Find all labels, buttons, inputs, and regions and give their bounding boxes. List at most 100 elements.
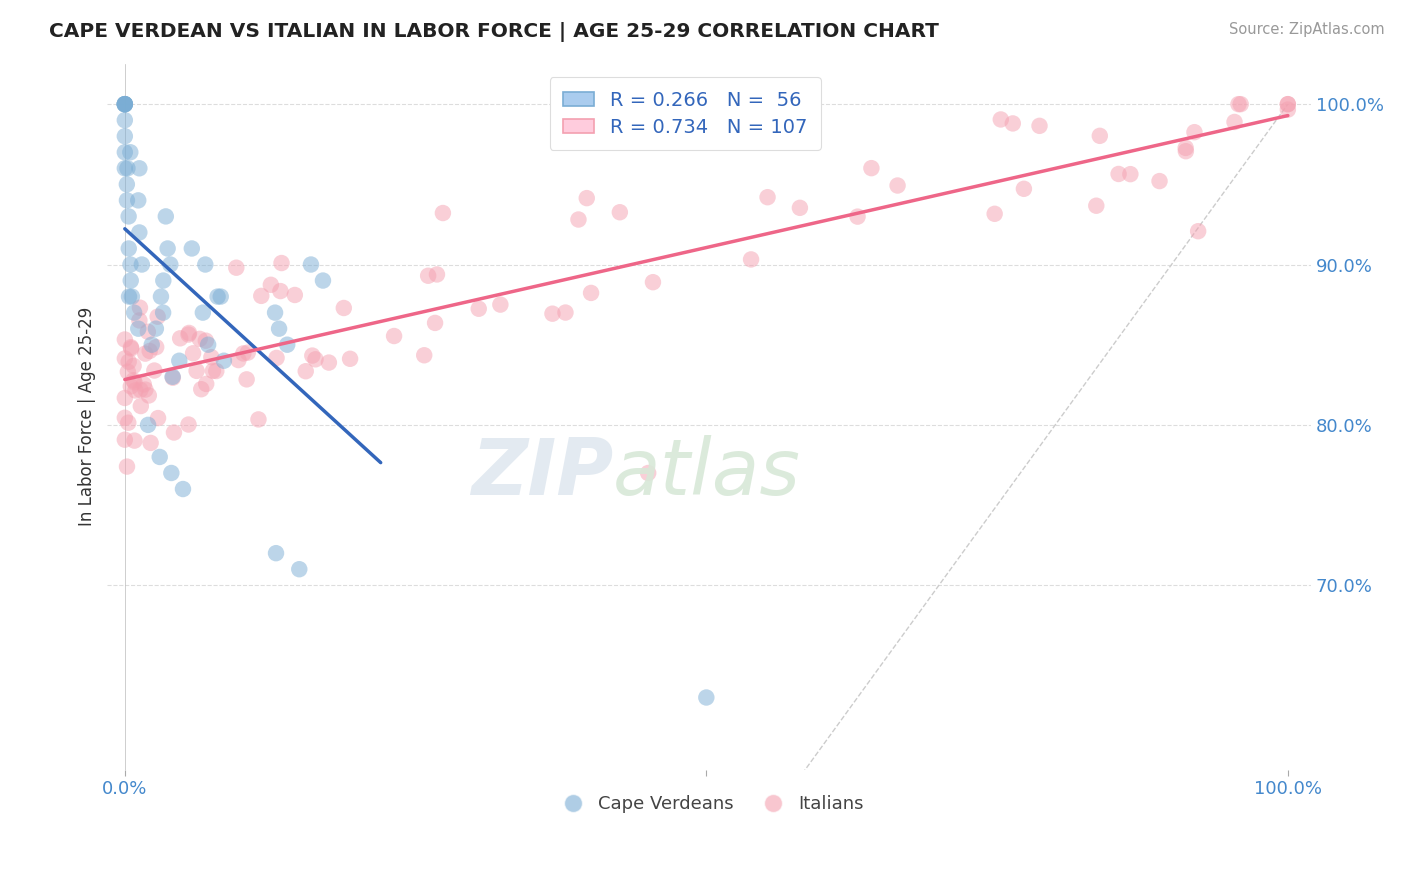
Italians bbox=[114, 410, 136, 425]
Italians bbox=[134, 346, 156, 360]
Italians bbox=[1227, 97, 1250, 112]
Italians bbox=[138, 388, 160, 402]
Italians bbox=[188, 332, 211, 346]
Italians bbox=[418, 268, 440, 283]
Cape Verdeans bbox=[695, 690, 717, 705]
Italians bbox=[114, 433, 136, 447]
Italians bbox=[120, 379, 142, 393]
Italians bbox=[333, 301, 356, 315]
Italians bbox=[146, 411, 169, 425]
Italians bbox=[1174, 145, 1197, 159]
Italians bbox=[122, 373, 145, 387]
Italians bbox=[163, 425, 186, 440]
Cape Verdeans bbox=[152, 274, 174, 288]
Italians bbox=[432, 206, 454, 220]
Cape Verdeans bbox=[114, 97, 136, 112]
Italians bbox=[1277, 97, 1299, 112]
Italians bbox=[740, 252, 762, 267]
Italians bbox=[186, 364, 208, 378]
Italians bbox=[1085, 199, 1108, 213]
Cape Verdeans bbox=[114, 97, 136, 112]
Italians bbox=[177, 326, 200, 340]
Cape Verdeans bbox=[117, 210, 139, 224]
Cape Verdeans bbox=[136, 417, 159, 432]
Italians bbox=[122, 359, 145, 373]
Cape Verdeans bbox=[312, 274, 335, 288]
Italians bbox=[260, 277, 283, 292]
Italians bbox=[554, 305, 576, 319]
Italians bbox=[1223, 115, 1246, 129]
Cape Verdeans bbox=[131, 258, 153, 272]
Text: ZIP: ZIP bbox=[471, 435, 613, 511]
Cape Verdeans bbox=[299, 258, 322, 272]
Italians bbox=[541, 307, 564, 321]
Italians bbox=[129, 383, 152, 397]
Cape Verdeans bbox=[155, 210, 177, 224]
Text: CAPE VERDEAN VS ITALIAN IN LABOR FORCE | AGE 25-29 CORRELATION CHART: CAPE VERDEAN VS ITALIAN IN LABOR FORCE |… bbox=[49, 22, 939, 42]
Italians bbox=[270, 256, 292, 270]
Italians bbox=[128, 313, 150, 327]
Cape Verdeans bbox=[141, 337, 163, 351]
Italians bbox=[301, 349, 323, 363]
Cape Verdeans bbox=[115, 178, 138, 192]
Italians bbox=[637, 466, 659, 480]
Italians bbox=[115, 459, 138, 474]
Italians bbox=[886, 178, 908, 193]
Italians bbox=[1001, 116, 1024, 130]
Italians bbox=[205, 364, 228, 378]
Italians bbox=[146, 310, 169, 324]
Cape Verdeans bbox=[114, 113, 136, 128]
Italians bbox=[129, 399, 152, 413]
Cape Verdeans bbox=[120, 258, 142, 272]
Italians bbox=[235, 372, 257, 386]
Text: atlas: atlas bbox=[613, 435, 801, 511]
Italians bbox=[1149, 174, 1171, 188]
Legend: Cape Verdeans, Italians: Cape Verdeans, Italians bbox=[547, 789, 872, 821]
Italians bbox=[860, 161, 883, 175]
Cape Verdeans bbox=[160, 466, 183, 480]
Italians bbox=[194, 334, 217, 348]
Italians bbox=[1187, 224, 1209, 238]
Cape Verdeans bbox=[114, 129, 136, 144]
Italians bbox=[1108, 167, 1130, 181]
Italians bbox=[169, 331, 191, 345]
Cape Verdeans bbox=[114, 97, 136, 112]
Cape Verdeans bbox=[180, 242, 202, 256]
Cape Verdeans bbox=[276, 337, 298, 351]
Italians bbox=[117, 365, 139, 379]
Cape Verdeans bbox=[156, 242, 179, 256]
Cape Verdeans bbox=[172, 482, 194, 496]
Italians bbox=[1277, 103, 1299, 117]
Italians bbox=[609, 205, 631, 219]
Italians bbox=[339, 351, 361, 366]
Italians bbox=[177, 417, 200, 432]
Italians bbox=[294, 364, 316, 378]
Cape Verdeans bbox=[264, 546, 287, 560]
Cape Verdeans bbox=[120, 274, 142, 288]
Italians bbox=[181, 346, 204, 360]
Italians bbox=[1012, 182, 1035, 196]
Italians bbox=[382, 329, 405, 343]
Cape Verdeans bbox=[128, 226, 150, 240]
Italians bbox=[489, 297, 512, 311]
Italians bbox=[756, 190, 779, 204]
Cape Verdeans bbox=[114, 97, 136, 112]
Italians bbox=[129, 301, 152, 315]
Italians bbox=[269, 284, 291, 298]
Italians bbox=[579, 285, 602, 300]
Italians bbox=[318, 355, 340, 369]
Italians bbox=[284, 288, 307, 302]
Italians bbox=[120, 340, 142, 354]
Cape Verdeans bbox=[127, 321, 149, 335]
Italians bbox=[413, 348, 436, 362]
Cape Verdeans bbox=[162, 369, 184, 384]
Italians bbox=[120, 342, 142, 356]
Italians bbox=[467, 301, 489, 316]
Italians bbox=[1277, 97, 1299, 112]
Cape Verdeans bbox=[114, 97, 136, 112]
Cape Verdeans bbox=[149, 289, 172, 303]
Italians bbox=[201, 364, 224, 378]
Italians bbox=[225, 260, 247, 275]
Italians bbox=[138, 343, 160, 358]
Italians bbox=[145, 340, 167, 354]
